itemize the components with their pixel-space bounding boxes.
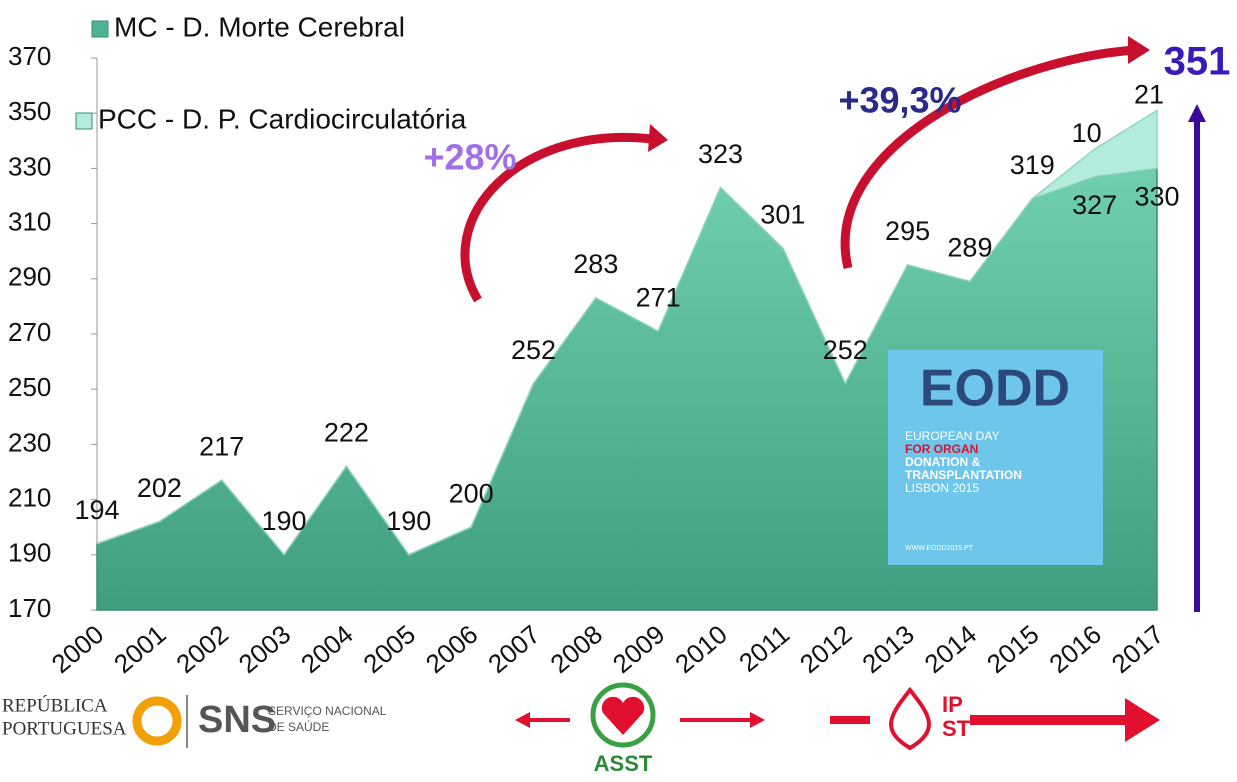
logo-icon (889, 686, 931, 751)
logo-text: REPÚBLICA (2, 694, 108, 716)
poster-text: EUROPEAN DAY (905, 429, 999, 443)
poster-text: DONATION & (905, 455, 980, 469)
y-tick-label: 210 (8, 482, 51, 512)
data-label: 222 (324, 418, 369, 448)
x-tick-label: 2010 (669, 619, 733, 679)
data-label: 295 (885, 216, 930, 246)
arrow-head (1125, 698, 1160, 742)
data-label: 323 (698, 139, 743, 169)
y-tick-label: 290 (8, 262, 51, 292)
arrow-head (750, 712, 765, 728)
x-tick-label: 2008 (545, 619, 609, 679)
x-tick-label: 2005 (357, 619, 421, 679)
legend-label: MC - D. Morte Cerebral (114, 11, 405, 42)
x-tick-label: 2002 (170, 619, 234, 679)
data-label: 289 (947, 233, 992, 263)
logo-icon (132, 696, 182, 746)
x-tick-label: 2013 (856, 619, 920, 679)
data-label: 217 (199, 431, 244, 461)
arrow-head (648, 124, 668, 152)
data-label: 190 (262, 506, 307, 536)
x-tick-label: 2015 (981, 619, 1045, 679)
data-label: 301 (760, 200, 805, 230)
x-tick-label: 2009 (607, 619, 671, 679)
data-label: 200 (449, 478, 494, 508)
arrow-head (515, 712, 530, 728)
data-label: 330 (1134, 182, 1179, 212)
data-label: 283 (573, 249, 618, 279)
poster-title: EODD (920, 360, 1070, 418)
x-tick-label: 2004 (295, 619, 359, 679)
legend-swatch (75, 112, 93, 130)
x-tick-label: 2006 (420, 619, 484, 679)
legend-label: PCC - D. P. Cardiocirculatória (98, 103, 467, 134)
arrow-head (1128, 36, 1150, 64)
y-tick-label: 230 (8, 427, 51, 457)
data-label: 194 (74, 495, 119, 525)
data-label: 327 (1072, 190, 1117, 220)
x-tick-label: 2003 (233, 619, 297, 679)
y-tick-label: 350 (8, 96, 51, 126)
poster-text: TRANSPLANTATION (905, 468, 1022, 482)
x-tick-label: 2000 (46, 619, 110, 679)
y-tick-label: 190 (8, 538, 51, 568)
arrow-head (1188, 104, 1206, 122)
legend-swatch (91, 20, 109, 38)
y-tick-label: 310 (8, 206, 51, 236)
data-label: 21 (1134, 80, 1164, 110)
x-tick-label: 2007 (482, 619, 546, 679)
data-label: 10 (1072, 118, 1102, 148)
poster-text: WWW.EODD2015.PT (905, 545, 974, 552)
y-tick-label: 270 (8, 317, 51, 347)
data-label: 190 (386, 506, 431, 536)
poster-text: LISBON 2015 (905, 481, 979, 495)
data-label: 271 (636, 282, 681, 312)
area (96, 109, 1158, 557)
x-tick-label: 2001 (108, 619, 172, 679)
data-label: 319 (1010, 150, 1055, 180)
logo-icon (590, 682, 656, 748)
x-tick-label: 2017 (1106, 619, 1170, 679)
x-tick-label: 2016 (1043, 619, 1107, 679)
arrow (840, 45, 1136, 270)
annotation: +39,3% (838, 80, 961, 121)
logo-text: ST (942, 716, 971, 741)
poster-text: FOR ORGAN (905, 442, 978, 456)
data-label: 202 (137, 473, 182, 503)
annotation: +28% (423, 137, 516, 178)
logo-text: SNS (198, 699, 276, 741)
y-tick-label: 330 (8, 151, 51, 181)
x-tick-label: 2011 (733, 619, 795, 678)
arrow (460, 132, 661, 303)
logo-text: IP (942, 692, 963, 717)
data-label: 252 (823, 335, 868, 365)
x-tick-label: 2012 (794, 619, 858, 679)
annotation: 351 (1164, 40, 1231, 84)
y-tick-label: 250 (8, 372, 51, 402)
logo-text: DE SAÚDE (268, 719, 329, 734)
logo-text: SERVIÇO NACIONAL (268, 704, 387, 718)
y-tick-label: 170 (8, 593, 51, 623)
data-label: 252 (511, 335, 556, 365)
x-tick-label: 2014 (919, 619, 983, 679)
logo-icon (601, 696, 645, 735)
poster (888, 350, 1103, 565)
logo-text: PORTUGUESA (2, 718, 127, 739)
logo-text: ASST (594, 751, 653, 776)
y-tick-label: 370 (8, 41, 51, 71)
